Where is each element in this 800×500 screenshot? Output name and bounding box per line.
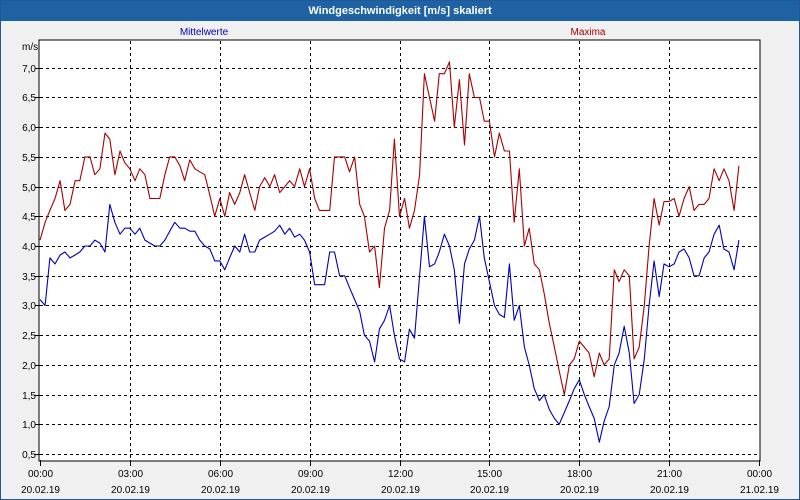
x-tick-date: 20.02.19: [650, 485, 689, 496]
y-tick-label: 5,5: [22, 153, 36, 164]
window-title: Windgeschwindigkeit [m/s] skaliert: [1, 1, 799, 21]
x-tick-time: 06:00: [208, 469, 233, 480]
y-tick-label: 3,5: [22, 272, 36, 283]
x-tick-date: 20.02.19: [470, 485, 509, 496]
legend-mittelwerte: Mittelwerte: [180, 27, 229, 38]
grid-lines: [40, 41, 759, 460]
x-tick-date: 20.02.19: [21, 485, 60, 496]
x-axis: 00:00 20.02.19 03:00 20.02.19 06:00 20.02.19 0…: [21, 460, 779, 496]
y-tick-label: 2,5: [22, 331, 36, 342]
x-tick-time: 03:00: [118, 469, 143, 480]
plot-area: [38, 39, 761, 462]
x-tick-time: 00:00: [28, 469, 53, 480]
y-axis: 0,5 1,0 1,5 2,0 2,5 3,0 3,5 4,0 4,5 5,0 5,5 6,0 6,5 7…: [22, 42, 40, 461]
legend-maxima: Maxima: [570, 27, 605, 38]
x-tick-date: 20.02.19: [201, 485, 240, 496]
x-tick-date: 21.02.19: [740, 485, 779, 496]
y-tick-label: 0,5: [22, 450, 36, 461]
y-tick-label: 3,0: [22, 301, 36, 312]
y-tick-label: 1,0: [22, 420, 36, 431]
x-tick-time: 15:00: [477, 469, 502, 480]
x-tick-date: 20.02.19: [381, 485, 420, 496]
y-tick-label: 6,0: [22, 123, 36, 134]
y-tick-label: 7,0: [22, 64, 36, 75]
y-tick-label: 5,0: [22, 183, 36, 194]
series-line-mittelwerte: [39, 203, 740, 443]
x-tick-date: 20.02.19: [291, 485, 330, 496]
y-tick-label: 2,0: [22, 361, 36, 372]
x-tick-date: 20.02.19: [560, 485, 599, 496]
y-tick-label: 6,5: [22, 93, 36, 104]
y-axis-label: m/s: [22, 42, 38, 53]
x-tick-time: 18:00: [567, 469, 592, 480]
x-tick-time: 21:00: [657, 469, 682, 480]
legend: Mittelwerte Maxima: [180, 27, 606, 38]
x-tick-date: 20.02.19: [111, 485, 150, 496]
y-tick-label: 1,5: [22, 391, 36, 402]
series-line-maxima: [39, 61, 740, 396]
x-tick-time: 09:00: [298, 469, 323, 480]
x-tick-time: 00:00: [747, 469, 772, 480]
y-tick-label: 4,5: [22, 212, 36, 223]
series-lines: [39, 61, 740, 443]
y-tick-label: 4,0: [22, 242, 36, 253]
x-tick-time: 12:00: [388, 469, 413, 480]
